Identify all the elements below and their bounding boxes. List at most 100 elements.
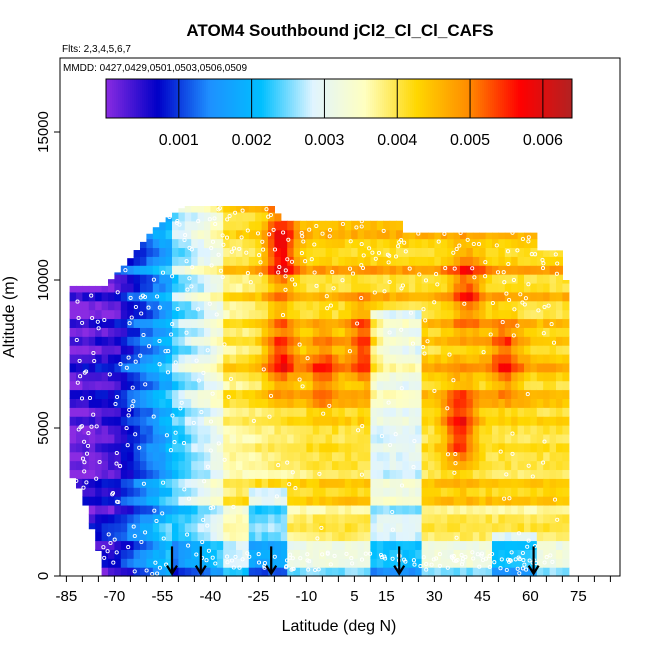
heatmap-cell xyxy=(236,247,243,257)
heatmap-cell xyxy=(421,238,429,249)
heatmap-cell xyxy=(524,531,531,542)
heatmap-cell xyxy=(408,318,416,328)
heatmap-cell xyxy=(376,345,384,355)
heatmap-cell xyxy=(415,433,423,444)
heatmap-cell xyxy=(543,567,551,577)
heatmap-cell xyxy=(479,232,487,240)
heatmap-cell xyxy=(428,362,435,373)
heatmap-cell xyxy=(108,460,115,471)
heatmap-cell xyxy=(165,460,173,471)
track-point xyxy=(316,567,321,572)
heatmap-cell xyxy=(453,274,461,284)
heatmap-cell xyxy=(236,300,243,311)
track-point xyxy=(285,460,290,465)
heatmap-cell xyxy=(408,407,416,417)
heatmap-cell xyxy=(421,531,429,542)
heatmap-cell xyxy=(191,327,199,337)
heatmap-cell xyxy=(325,256,333,266)
heatmap-cell xyxy=(440,487,448,497)
heatmap-cell xyxy=(248,469,256,479)
heatmap-cell xyxy=(165,238,173,249)
heatmap-cell xyxy=(428,504,435,515)
heatmap-cell xyxy=(236,265,243,275)
heatmap-cell xyxy=(332,567,339,577)
heatmap-cell xyxy=(165,309,173,320)
heatmap-cell xyxy=(408,291,416,302)
heatmap-cell xyxy=(133,265,141,275)
heatmap-cell xyxy=(485,487,493,497)
heatmap-cell xyxy=(216,398,224,408)
track-point xyxy=(226,394,231,399)
heatmap-cell xyxy=(460,398,467,408)
heatmap-cell xyxy=(146,318,154,328)
heatmap-cell xyxy=(197,220,205,231)
heatmap-cell xyxy=(146,469,154,479)
heatmap-cell xyxy=(312,558,320,568)
track-point xyxy=(436,239,441,244)
heatmap-cell xyxy=(146,407,154,417)
colorbar-segment xyxy=(544,79,547,118)
heatmap-cell xyxy=(549,380,557,391)
track-point xyxy=(216,252,221,257)
track-point xyxy=(356,428,361,433)
track-point xyxy=(126,355,131,360)
heatmap-cell xyxy=(344,389,352,399)
heatmap-cell xyxy=(396,478,403,488)
track-point xyxy=(163,349,168,354)
heatmap-cell xyxy=(236,220,243,231)
heatmap-cell xyxy=(140,345,147,355)
heatmap-cell xyxy=(325,522,333,533)
heatmap-cell xyxy=(408,540,416,550)
heatmap-cell xyxy=(447,238,455,249)
colorbar-segment xyxy=(508,79,511,118)
heatmap-cell xyxy=(492,522,499,533)
sounding-arrows xyxy=(166,546,540,576)
heatmap-cell xyxy=(376,282,384,293)
heatmap-cell xyxy=(312,487,320,497)
heatmap-cell xyxy=(101,380,109,391)
heatmap-cell xyxy=(485,327,493,337)
heatmap-cell xyxy=(184,282,192,293)
colorbar-segment xyxy=(518,79,521,118)
colorbar-segment xyxy=(516,79,519,118)
track-point xyxy=(361,253,366,258)
heatmap-cell xyxy=(159,282,167,293)
heatmap-cell xyxy=(498,549,506,559)
heatmap-cell xyxy=(504,291,512,302)
heatmap-cell xyxy=(351,558,359,568)
heatmap-cell xyxy=(312,522,320,533)
heatmap-cell xyxy=(376,407,384,417)
heatmap-cell xyxy=(261,309,269,320)
heatmap-cell xyxy=(370,309,378,320)
heatmap-cell xyxy=(460,282,467,293)
heatmap-cell xyxy=(133,354,141,364)
heatmap-cell xyxy=(440,256,448,266)
colorbar-segment xyxy=(170,79,173,118)
track-point xyxy=(421,555,426,560)
heatmap-cell xyxy=(223,265,231,275)
heatmap-cell xyxy=(101,540,109,550)
heatmap-cell xyxy=(293,496,301,506)
heatmap-cell xyxy=(370,549,378,559)
heatmap-cell xyxy=(440,300,448,311)
colorbar-segment xyxy=(228,79,231,118)
heatmap-cell xyxy=(108,540,115,550)
heatmap-cell xyxy=(108,513,115,524)
heatmap-cell xyxy=(114,380,122,391)
heatmap-cell xyxy=(479,522,487,533)
heatmap-cell xyxy=(440,345,448,355)
heatmap-cell xyxy=(127,531,135,542)
heatmap-cell xyxy=(191,531,199,542)
track-point xyxy=(268,393,274,398)
heatmap-cell xyxy=(434,274,442,284)
heatmap-cell xyxy=(492,256,499,266)
heatmap-cell xyxy=(88,522,96,530)
heatmap-cell xyxy=(440,496,448,506)
heatmap-cell xyxy=(402,309,410,320)
heatmap-cell xyxy=(479,345,487,355)
heatmap-cell xyxy=(396,371,403,382)
track-point xyxy=(476,242,482,247)
heatmap-cell xyxy=(460,540,467,550)
heatmap-cell xyxy=(319,496,327,506)
heatmap-cell xyxy=(434,522,442,533)
